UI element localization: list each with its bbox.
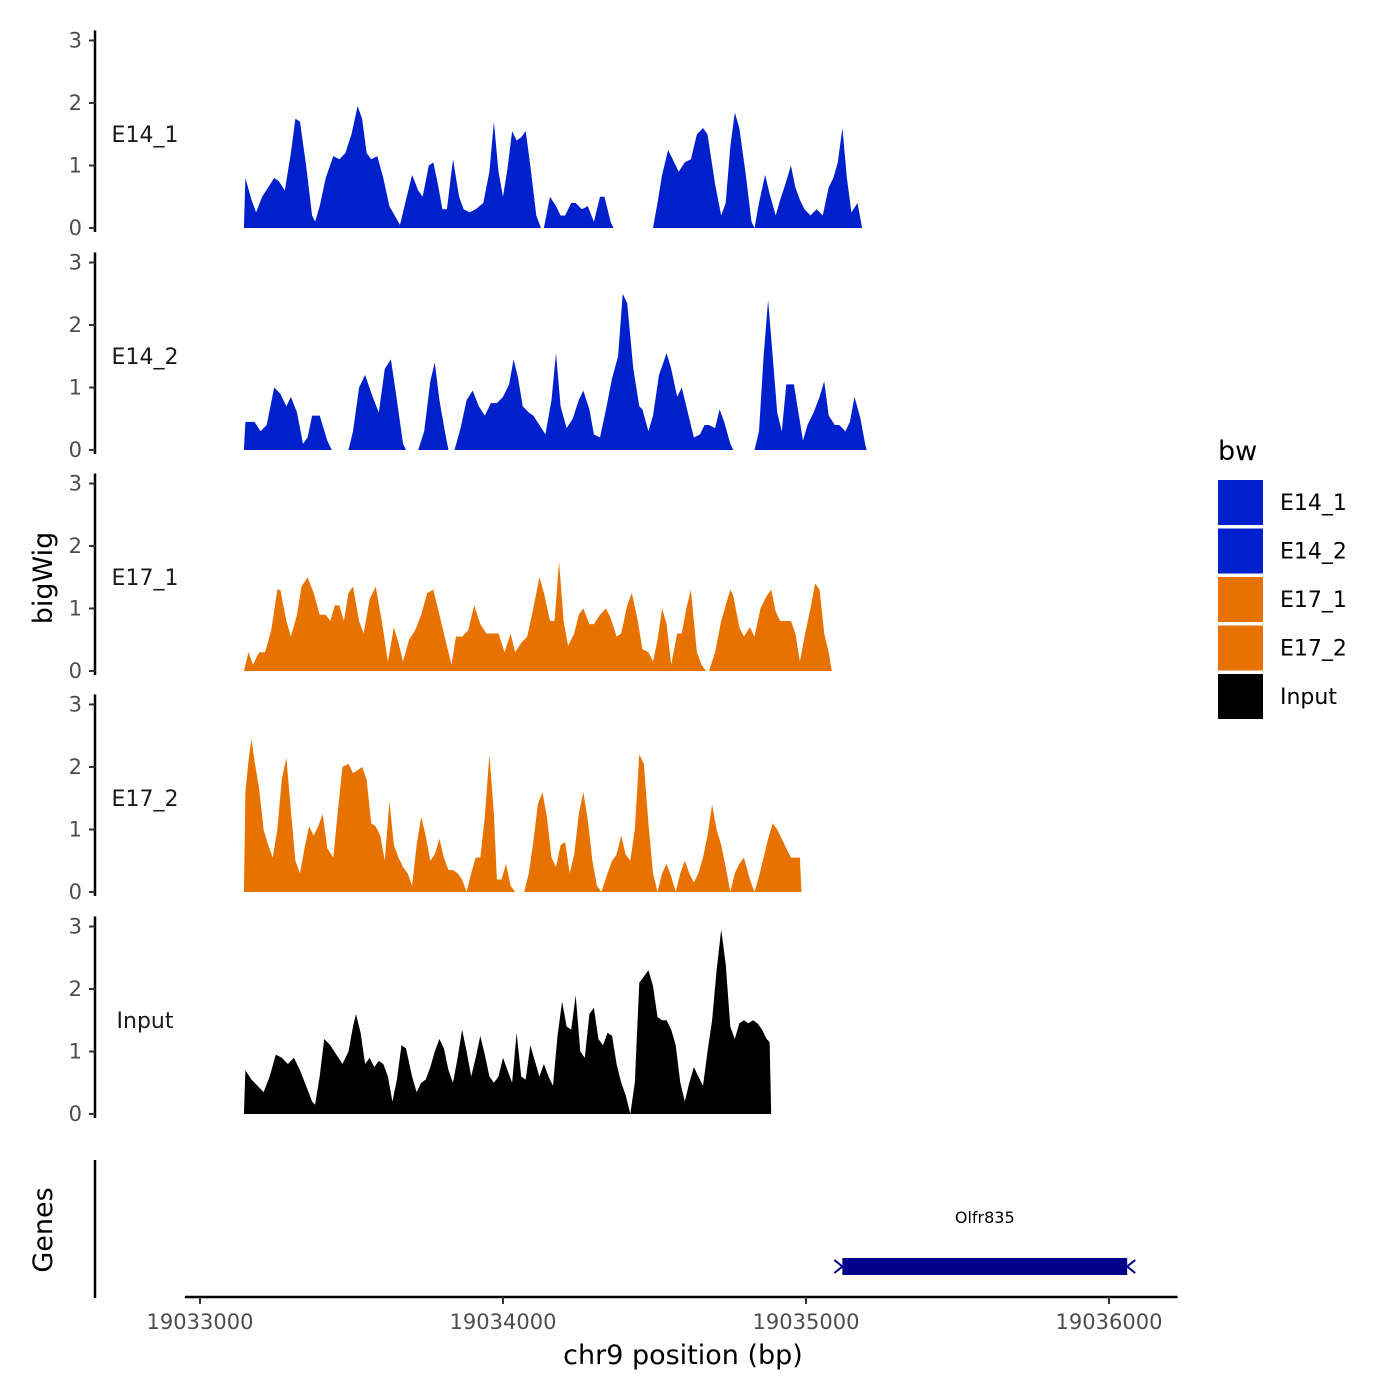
legend-item-e14-1: E14_1 [1218,480,1347,525]
y-tick-label: 3 [69,251,82,275]
x-tick-label: 19034000 [450,1310,557,1334]
track-label: E17_1 [112,566,179,591]
legend-swatch [1218,625,1263,671]
legend-item-input: Input [1218,674,1337,719]
track-e17-2: 0 1 2 3 E17_2 [69,693,802,904]
y-tick-label: 0 [69,1102,82,1126]
y-tick-label: 0 [69,880,82,904]
gene-label: Olfr835 [955,1208,1015,1227]
signal-area-e14-2 [243,293,867,450]
legend-label: Input [1280,685,1337,710]
track-label: E14_2 [112,345,179,370]
track-e14-1: 0 1 2 3 E14_1 [69,29,867,240]
legend-swatch [1218,577,1263,622]
y-tick-label: 3 [69,472,82,496]
signal-area-e17-2 [243,738,802,892]
y-tick-label: 2 [69,755,82,779]
genes-track: Olfr835 [93,1160,1136,1298]
y-tick-label: 1 [69,154,82,178]
legend-item-e17-1: E17_1 [1218,577,1347,622]
strand-arrow-icon [833,1259,844,1274]
track-e17-1: 0 1 2 3 E17_1 [69,472,834,683]
y-tick-label: 1 [69,376,82,400]
legend-item-e14-2: E14_2 [1218,528,1347,574]
track-input: 0 1 2 3 Input [69,915,772,1126]
x-tick-label: 19036000 [1056,1310,1163,1334]
x-tick-label: 19033000 [147,1310,254,1334]
genes-axis-title: Genes [28,1187,59,1272]
y-axis-title: bigWig [28,532,59,625]
track-label: E14_1 [112,123,179,148]
legend-swatch [1218,528,1263,574]
y-tick-label: 0 [69,216,82,240]
strand-arrow-icon [1125,1259,1136,1274]
track-e14-2: 0 1 2 3 E14_2 [69,251,867,462]
y-tick-label: 0 [69,438,82,462]
y-tick-label: 1 [69,1040,82,1064]
y-tick-label: 1 [69,818,82,842]
y-tick-label: 2 [69,313,82,337]
track-label: Input [117,1009,174,1034]
x-tick-label: 19035000 [753,1310,860,1334]
legend-label: E17_2 [1280,637,1347,662]
legend-swatch [1218,480,1263,525]
track-label: E17_2 [112,787,179,812]
y-tick-label: 1 [69,597,82,621]
y-tick-label: 3 [69,693,82,717]
y-tick-label: 0 [69,659,82,683]
legend-title: bw [1218,436,1257,467]
signal-area-e14-1 [243,106,867,228]
signal-area-input [243,929,772,1114]
y-tick-label: 3 [69,29,82,53]
x-axis: 19033000 19034000 19035000 19036000 [147,1295,1178,1334]
signal-tracks: 0 1 2 3 E14_1 0 1 2 3 E14_2 0 1 2 3 E17_1 0 1 2 3 E17_2 0 1 2 3… [69,29,867,1126]
y-tick-label: 2 [69,534,82,558]
legend-swatch [1218,674,1263,719]
gene-bar[interactable] [842,1258,1128,1275]
signal-area-e17-1 [243,561,834,671]
legend-label: E14_1 [1280,491,1347,516]
legend-label: E14_2 [1280,540,1347,565]
y-tick-label: 2 [69,91,82,115]
y-tick-label: 2 [69,977,82,1001]
legend-label: E17_1 [1280,588,1347,613]
y-tick-label: 3 [69,915,82,939]
legend: bw E14_1 E14_2 E17_1 E17_2 Input [1218,436,1347,719]
legend-item-e17-2: E17_2 [1218,625,1347,671]
x-axis-title: chr9 position (bp) [563,1340,803,1371]
